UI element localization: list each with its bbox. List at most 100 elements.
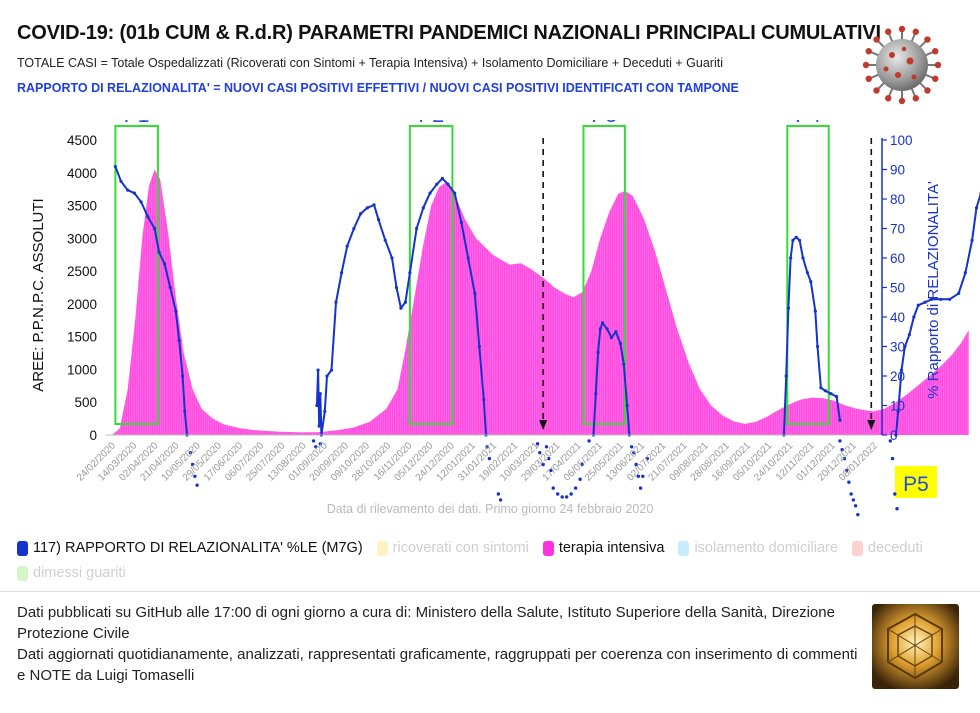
line-point (403, 300, 408, 304)
below-zero-point (551, 486, 555, 490)
line-point (801, 256, 805, 260)
legend-item[interactable]: dimessi guariti (17, 563, 126, 584)
legend-item[interactable]: 117) RAPPORTO DI RELAZIONALITA' %LE (M7G… (17, 538, 363, 559)
line-point (605, 327, 609, 331)
virus-spike (885, 95, 892, 102)
line-point (325, 374, 329, 378)
line-point (784, 374, 788, 378)
virus-spike (932, 75, 939, 82)
below-zero-point (632, 451, 636, 455)
below-zero-point (849, 492, 853, 496)
line-point (823, 389, 827, 393)
below-zero-point (193, 474, 197, 478)
y-left-tick-label: 1500 (67, 330, 97, 345)
line-point (939, 297, 943, 301)
y-axis-right-label: % Rapporto di RELAZIONALITA' (925, 181, 942, 399)
line-point (339, 271, 344, 275)
legend-item[interactable]: deceduti (851, 538, 923, 559)
below-zero-point (541, 462, 545, 467)
virus-spike (932, 48, 939, 55)
line-point (930, 297, 934, 301)
line-point (948, 297, 952, 301)
below-zero-point (564, 495, 569, 499)
line-rapporto-relazionalita (113, 164, 980, 517)
below-zero-point (487, 456, 492, 461)
line-point (791, 238, 795, 242)
below-zero-point (634, 462, 638, 467)
legend-label: terapia intensiva (558, 540, 665, 556)
line-point (180, 374, 185, 378)
chart-subtitle: TOTALE CASI = Totale Ospedalizzati (Rico… (17, 56, 723, 70)
y-right-tick-label: 20 (890, 369, 905, 384)
line-point (365, 206, 369, 210)
line-point (132, 191, 136, 195)
y-right-tick-label: 70 (890, 222, 905, 237)
footer-text: Dati pubblicati su GitHub alle 17:00 di … (17, 602, 862, 686)
legend-label: 117) RAPPORTO DI RELAZIONALITA' %LE (M7G… (33, 540, 363, 556)
line-point (435, 182, 439, 186)
virus-spike (898, 25, 906, 33)
line-point (399, 306, 403, 310)
line-point (163, 262, 167, 266)
line-point (168, 285, 172, 290)
virus-spike (924, 36, 931, 43)
y-right-tick-label: 30 (890, 340, 905, 355)
period-label-p5-bg (895, 466, 937, 498)
below-zero-point (638, 486, 643, 490)
line-point (126, 188, 130, 192)
period-label: P4 (795, 120, 821, 127)
legend-label: isolamento domiciliare (694, 540, 838, 556)
virus-spike (873, 87, 880, 94)
legend-item[interactable]: ricoverati con sintomi (376, 538, 529, 559)
period-box-P4 (786, 125, 830, 425)
below-zero-point (314, 445, 318, 449)
virus-spike (912, 28, 919, 35)
line-point (789, 256, 793, 260)
y-left-tick-label: 2000 (67, 297, 97, 312)
legend-item[interactable]: isolamento domiciliare (678, 538, 838, 559)
line-point (829, 392, 833, 396)
below-zero-point (856, 512, 860, 517)
legend-label: deceduti (867, 540, 923, 556)
line-point (317, 424, 321, 428)
below-zero-point (847, 480, 851, 484)
line-point (440, 176, 444, 180)
area-terapia-intensiva (112, 169, 969, 435)
virus-spike (912, 95, 919, 102)
virus-spike (862, 61, 870, 69)
legend-item[interactable]: terapia intensiva (542, 538, 665, 559)
arrow-head (867, 420, 876, 430)
line-point (794, 235, 798, 239)
author-photo (872, 604, 959, 689)
line-point (894, 433, 898, 437)
y-left-tick-label: 2500 (67, 264, 97, 279)
legend-swatch (17, 541, 28, 556)
line-point (174, 309, 178, 313)
chart-title: COVID-19: (01b CUM & R.d.R) PARAMETRI PA… (17, 22, 881, 44)
line-point (622, 362, 626, 366)
line-point (838, 418, 842, 422)
below-zero-point (840, 448, 844, 452)
line-point (415, 226, 419, 231)
y-left-tick-label: 1000 (67, 362, 97, 377)
line-point (177, 339, 181, 343)
chart-svg: P1P2P3P4P5 05001000150020002500300035004… (30, 120, 980, 517)
y-left-tick-label: 3500 (67, 199, 97, 214)
virus-spike (934, 61, 942, 69)
below-zero-point (549, 468, 553, 473)
below-zero-point (188, 451, 193, 455)
line-point (113, 164, 117, 169)
line-point (625, 403, 629, 408)
below-zero-point (844, 468, 849, 473)
line-point (813, 309, 817, 313)
below-zero-point (851, 498, 856, 502)
line-point (139, 200, 143, 204)
line-point (318, 392, 322, 396)
y-left-tick-label: 500 (74, 395, 97, 410)
legend-label: ricoverati con sintomi (392, 540, 529, 556)
footer-source-line: Dati pubblicati su GitHub alle 17:00 di … (17, 604, 835, 642)
y-right-tick-label: 90 (890, 163, 905, 178)
period-label: P3 (591, 120, 617, 127)
chart-legend: 117) RAPPORTO DI RELAZIONALITA' %LE (M7G… (17, 538, 937, 588)
below-zero-point (544, 445, 549, 449)
